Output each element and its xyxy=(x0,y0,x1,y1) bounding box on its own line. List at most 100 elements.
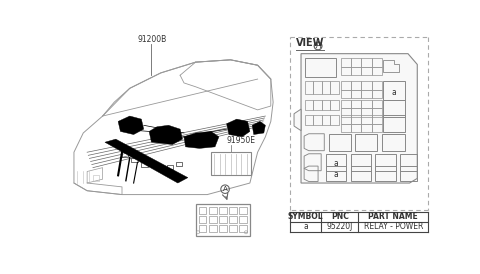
Bar xyxy=(351,108,361,117)
Bar xyxy=(199,207,206,214)
Bar xyxy=(313,81,322,94)
Text: A: A xyxy=(223,186,228,192)
Bar xyxy=(322,115,330,124)
Bar xyxy=(383,100,405,117)
Bar xyxy=(229,216,237,223)
Bar xyxy=(209,216,216,223)
Bar xyxy=(229,226,237,232)
Bar xyxy=(400,166,417,181)
Polygon shape xyxy=(105,139,188,183)
Bar xyxy=(313,115,322,124)
Bar xyxy=(341,67,351,75)
Polygon shape xyxy=(149,125,182,144)
Text: PART NAME: PART NAME xyxy=(368,212,418,221)
Bar xyxy=(239,226,247,232)
Text: VIEW: VIEW xyxy=(296,38,324,48)
Bar xyxy=(361,90,372,98)
Text: 91950E: 91950E xyxy=(227,136,256,145)
Bar xyxy=(176,162,182,166)
Bar xyxy=(305,115,313,124)
Bar xyxy=(229,207,237,214)
Bar xyxy=(361,81,372,90)
Bar xyxy=(383,115,405,132)
Bar xyxy=(326,154,346,171)
Text: a: a xyxy=(334,170,338,179)
Bar xyxy=(351,58,361,67)
Bar xyxy=(305,58,336,77)
Bar xyxy=(219,216,227,223)
Bar xyxy=(341,124,351,132)
Bar xyxy=(196,204,250,236)
Bar xyxy=(330,100,339,110)
Bar xyxy=(341,108,351,117)
Bar xyxy=(372,90,382,98)
Text: a: a xyxy=(334,159,338,167)
Bar xyxy=(361,100,372,108)
Bar xyxy=(341,58,351,67)
Bar xyxy=(351,81,361,90)
Bar xyxy=(330,81,339,94)
Bar xyxy=(350,154,371,171)
Bar xyxy=(153,164,159,169)
Text: SYMBOL: SYMBOL xyxy=(288,212,324,221)
Bar xyxy=(351,90,361,98)
Bar xyxy=(351,115,361,124)
Bar xyxy=(382,134,405,151)
Polygon shape xyxy=(118,116,144,135)
Bar xyxy=(372,67,382,75)
Text: A: A xyxy=(315,41,321,50)
Bar xyxy=(372,108,382,117)
Bar xyxy=(93,175,99,181)
Bar xyxy=(372,115,382,124)
Text: PNC: PNC xyxy=(331,212,348,221)
Bar xyxy=(375,166,396,181)
Bar xyxy=(199,216,206,223)
Bar xyxy=(209,226,216,232)
Bar xyxy=(361,108,372,117)
Bar xyxy=(355,134,377,151)
Bar xyxy=(239,216,247,223)
Bar xyxy=(199,226,206,232)
Bar xyxy=(361,58,372,67)
Bar xyxy=(361,124,372,132)
Bar xyxy=(322,81,330,94)
Bar xyxy=(132,158,137,162)
Bar xyxy=(142,162,147,167)
Bar xyxy=(326,166,346,181)
Bar xyxy=(219,207,227,214)
Bar xyxy=(329,134,350,151)
Bar xyxy=(383,81,405,100)
Bar xyxy=(305,81,313,94)
Bar xyxy=(361,115,372,124)
Bar xyxy=(351,100,361,108)
Bar xyxy=(372,124,382,132)
Bar xyxy=(219,226,227,232)
Bar xyxy=(322,100,330,110)
Bar xyxy=(167,165,173,169)
Bar xyxy=(351,124,361,132)
Text: RELAY - POWER: RELAY - POWER xyxy=(363,222,423,231)
Bar xyxy=(341,100,351,108)
Text: 91200B: 91200B xyxy=(137,35,167,44)
Bar xyxy=(372,100,382,108)
Bar xyxy=(209,207,216,214)
Bar xyxy=(375,154,396,171)
Polygon shape xyxy=(227,119,250,137)
Bar xyxy=(330,115,339,124)
Bar xyxy=(341,90,351,98)
Polygon shape xyxy=(184,132,219,149)
Polygon shape xyxy=(252,121,265,135)
Bar xyxy=(341,81,351,90)
Bar xyxy=(313,100,322,110)
Bar xyxy=(351,67,361,75)
Polygon shape xyxy=(301,54,417,183)
Text: a: a xyxy=(392,88,396,97)
Bar xyxy=(239,207,247,214)
Bar xyxy=(361,67,372,75)
Bar xyxy=(372,58,382,67)
Polygon shape xyxy=(294,109,301,131)
Bar xyxy=(372,81,382,90)
Bar xyxy=(305,100,313,110)
Text: 95220J: 95220J xyxy=(326,222,353,231)
Bar xyxy=(122,152,128,157)
